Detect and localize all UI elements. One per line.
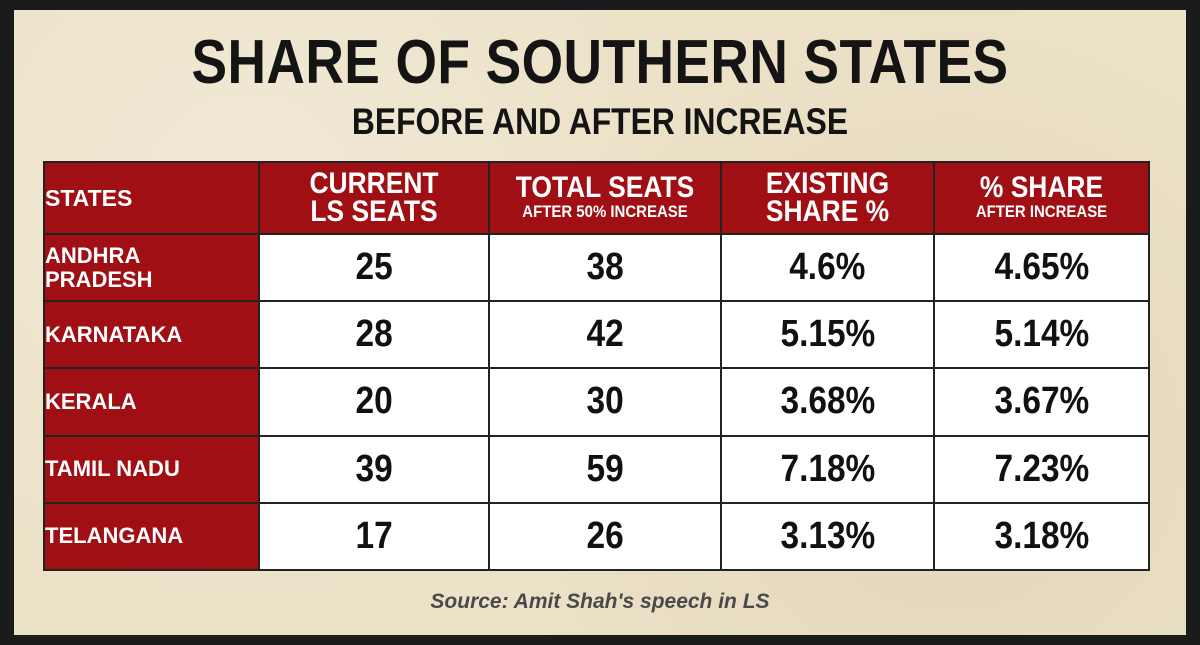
existing-share-value: 5.15% (780, 313, 875, 356)
table-row: KARNATAKA 28 42 5.15% 5.14% (43, 300, 1150, 370)
state-name: ANDHRA PRADESH (45, 242, 153, 292)
column-header-states-label: STATES (45, 184, 133, 211)
data-table: STATES CURRENT LS SEATS TOTAL SEATS AFTE… (43, 161, 1150, 572)
total-seats-value: 30 (586, 380, 624, 423)
current-seats-value: 20 (355, 380, 393, 423)
total-seats-value: 42 (586, 313, 624, 356)
total-seats-cell: 26 (488, 501, 722, 572)
total-seats-value: 59 (586, 447, 624, 490)
share-after-cell: 4.65% (933, 232, 1150, 303)
existing-share-value: 3.68% (780, 380, 875, 423)
current-seats-value: 39 (355, 447, 393, 490)
column-header-current-line2: LS SEATS (310, 195, 438, 228)
share-after-value: 3.67% (994, 380, 1089, 423)
share-after-cell: 7.23% (933, 434, 1150, 504)
column-header-total-line1: TOTAL SEATS (515, 171, 695, 204)
current-seats-cell: 17 (258, 501, 490, 572)
share-after-cell: 3.67% (933, 367, 1150, 437)
existing-share-cell: 3.68% (720, 367, 935, 437)
column-header-total-seats: TOTAL SEATS AFTER 50% INCREASE (488, 161, 722, 235)
table-row: TELANGANA 17 26 3.13% 3.18% (43, 501, 1150, 572)
column-header-after-line1: % SHARE (979, 171, 1104, 204)
state-name: KARNATAKA (45, 321, 183, 347)
total-seats-cell: 42 (488, 300, 722, 370)
header-row: STATES CURRENT LS SEATS TOTAL SEATS AFTE… (43, 161, 1150, 235)
state-name: KERALA (45, 388, 137, 414)
column-header-share-after: % SHARE AFTER INCREASE (933, 161, 1150, 235)
total-seats-value: 38 (586, 246, 624, 289)
share-after-value: 3.18% (994, 514, 1089, 557)
existing-share-value: 3.13% (780, 514, 875, 557)
total-seats-cell: 38 (488, 232, 722, 303)
column-header-existing-share: EXISTING SHARE % (720, 161, 935, 235)
state-name-cell: TELANGANA (43, 501, 260, 572)
existing-share-cell: 3.13% (720, 501, 935, 572)
chart-subtitle: BEFORE AND AFTER INCREASE (351, 101, 849, 142)
state-name-cell: ANDHRA PRADESH (43, 232, 260, 303)
state-name-cell: KERALA (43, 367, 260, 437)
share-after-cell: 3.18% (933, 501, 1150, 572)
share-after-cell: 5.14% (933, 300, 1150, 370)
column-header-current-seats: CURRENT LS SEATS (258, 161, 490, 235)
existing-share-value: 7.18% (780, 447, 875, 490)
state-name-cell: TAMIL NADU (43, 434, 260, 504)
state-name-cell: KARNATAKA (43, 300, 260, 370)
column-header-existing-line1: EXISTING (765, 167, 890, 200)
total-seats-value: 26 (586, 514, 624, 557)
state-name: TAMIL NADU (45, 456, 180, 482)
current-seats-cell: 28 (258, 300, 490, 370)
column-header-current-line1: CURRENT (309, 167, 439, 200)
existing-share-cell: 7.18% (720, 434, 935, 504)
state-name: TELANGANA (45, 523, 184, 549)
current-seats-value: 25 (355, 246, 393, 289)
share-after-value: 5.14% (994, 313, 1089, 356)
current-seats-value: 17 (355, 514, 393, 557)
total-seats-cell: 30 (488, 367, 722, 437)
current-seats-value: 28 (355, 313, 393, 356)
column-header-states: STATES (43, 161, 260, 235)
current-seats-cell: 39 (258, 434, 490, 504)
column-header-total-line2: AFTER 50% INCREASE (522, 202, 688, 221)
column-header-existing-line2: SHARE % (765, 195, 890, 228)
existing-share-cell: 5.15% (720, 300, 935, 370)
current-seats-cell: 20 (258, 367, 490, 437)
table-row: KERALA 20 30 3.68% 3.67% (43, 367, 1150, 437)
table-row: ANDHRA PRADESH 25 38 4.6% 4.65% (43, 232, 1150, 303)
source-note: Source: Amit Shah's speech in LS (430, 590, 770, 613)
column-header-after-line2: AFTER INCREASE (975, 202, 1108, 221)
existing-share-value: 4.6% (789, 246, 866, 289)
total-seats-cell: 59 (488, 434, 722, 504)
existing-share-cell: 4.6% (720, 232, 935, 303)
current-seats-cell: 25 (258, 232, 490, 303)
share-after-value: 7.23% (994, 447, 1089, 490)
share-after-value: 4.65% (994, 246, 1089, 289)
chart-title: SHARE OF SOUTHERN STATES (191, 28, 1009, 97)
table-row: TAMIL NADU 39 59 7.18% 7.23% (43, 434, 1150, 504)
